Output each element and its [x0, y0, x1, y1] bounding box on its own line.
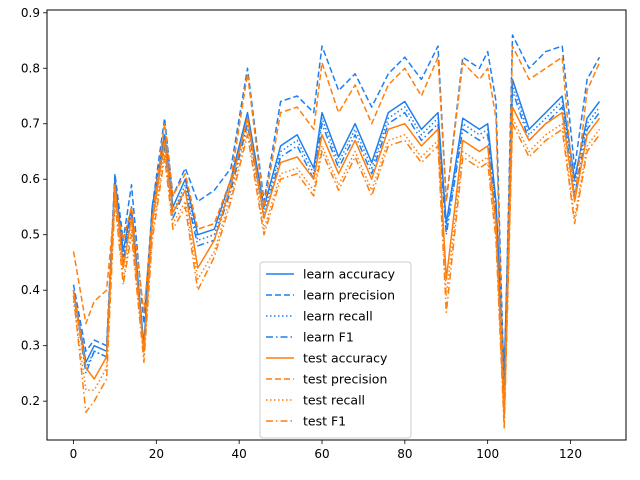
axes-frame [46, 9, 627, 441]
series-line-test-precision [72, 45, 601, 414]
legend-label: learn recall [303, 309, 373, 324]
y-tick-label: 0.7 [21, 117, 40, 131]
x-tick-label: 40 [232, 447, 247, 461]
legend-label: test F1 [303, 414, 346, 429]
y-tick-label: 0.3 [21, 339, 40, 353]
x-tick-label: 0 [70, 447, 78, 461]
legend-label: test precision [303, 372, 387, 387]
y-tick-label: 0.6 [21, 172, 40, 186]
x-tick-label: 120 [559, 447, 582, 461]
series-line-learn-f1 [72, 89, 601, 391]
legend-label: learn F1 [303, 330, 354, 345]
series-layer [72, 34, 601, 430]
legend-label: test accuracy [303, 351, 388, 366]
y-tick-label: 0.2 [21, 394, 40, 408]
y-tick-label: 0.9 [21, 6, 40, 20]
legend-label: learn accuracy [303, 267, 396, 282]
x-tick-label: 80 [397, 447, 412, 461]
y-tick-label: 0.4 [21, 283, 40, 297]
legend-label: test recall [303, 393, 365, 408]
y-tick-label: 0.8 [21, 61, 40, 75]
series-line-test-f1 [72, 122, 601, 430]
x-axis: 0 20 40 60 80 100 120 [70, 440, 582, 461]
legend-box [259, 261, 412, 439]
x-tick-label: 100 [476, 447, 499, 461]
x-tick-label: 60 [314, 447, 329, 461]
legend: learn accuracy learn precision learn recal… [259, 261, 412, 439]
legend-label: learn precision [303, 288, 395, 303]
y-tick-label: 0.5 [21, 228, 40, 242]
x-tick-label: 20 [149, 447, 164, 461]
y-axis: 0.2 0.3 0.4 0.5 0.6 0.7 0.8 0.9 [21, 6, 47, 408]
